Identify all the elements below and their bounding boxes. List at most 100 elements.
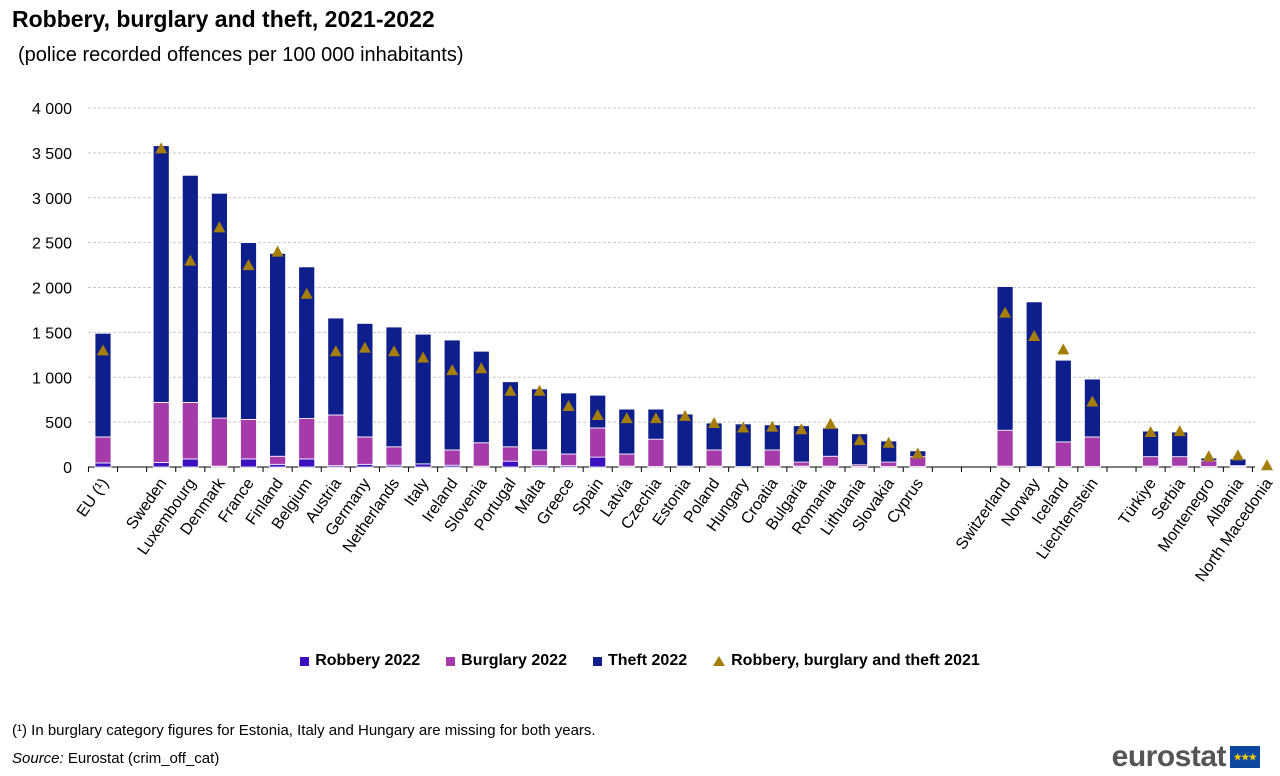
marker-2021 [388,345,400,357]
footnote: (¹) In burglary category figures for Est… [12,722,596,739]
legend-item-robbery: Robbery 2022 [300,652,420,670]
bar-theft-2022 [443,339,461,451]
bar-burglary-2022 [210,417,228,467]
marker-2021 [504,384,517,396]
marker-2021 [562,399,575,411]
bar-burglary-2022 [472,442,490,467]
bar-burglary-2022 [1171,456,1189,467]
y-tick-label: 2 500 [32,236,72,253]
bar-burglary-2022 [589,427,607,458]
bar-burglary-2022 [1054,441,1072,467]
triangle-marker-icon [713,656,726,666]
marker-2021 [911,447,924,459]
marker-2021 [1057,343,1070,355]
legend-swatch [446,656,456,666]
bar-burglary-2022 [298,418,316,460]
legend-swatch [300,656,310,666]
marker-2021 [999,306,1012,318]
marker-2021 [271,245,284,257]
marker-2021 [1086,395,1099,407]
marker-2021 [1202,450,1215,462]
marker-2021 [1028,329,1041,341]
bar-robbery-2022 [240,458,257,468]
bar-robbery-2022 [269,463,287,468]
bar-robbery-2022 [414,463,432,468]
marker-2021 [300,287,313,299]
marker-2021 [679,409,691,421]
legend-label: Robbery 2022 [315,652,421,669]
legend-swatch [592,656,602,666]
marker-2021 [620,412,633,424]
bar-robbery-2022 [181,458,199,468]
bar-theft-2022 [181,174,199,403]
bar-burglary-2022 [1200,460,1218,467]
bar-theft-2022 [414,333,432,465]
marker-2021 [1231,449,1244,461]
marker-2021 [358,341,371,353]
marker-2021 [533,384,546,396]
legend-label: Robbery, burglary and theft 2021 [731,652,980,669]
y-tick-label: 500 [45,415,72,432]
bar-theft-2022 [472,350,490,444]
bar-theft-2022 [210,192,228,419]
marker-2021 [882,436,895,448]
marker-2021 [853,434,866,446]
bar-burglary-2022 [647,438,665,467]
bar-burglary-2022 [152,401,170,463]
bar-burglary-2022 [705,449,723,467]
bar-burglary-2022 [560,453,577,467]
bar-theft-2022 [1054,359,1072,443]
bar-theft-2022 [94,332,112,438]
marker-2021 [737,421,750,433]
source-note: Source: Eurostat (crim_off_cat) [12,750,219,767]
bar-robbery-2022 [298,458,316,468]
bar-theft-2022 [531,388,548,451]
eurostat-logo: eurostat ★★★ [1112,740,1260,774]
bar-theft-2022 [152,145,170,403]
bar-burglary-2022 [996,429,1014,467]
bar-theft-2022 [269,252,287,457]
bar-burglary-2022 [181,401,199,460]
bar-theft-2022 [996,286,1014,431]
marker-2021 [213,221,226,233]
marker-2021 [766,420,779,432]
y-tick-label: 2 000 [32,281,72,298]
marker-2021 [1261,459,1273,471]
marker-2021 [1144,425,1157,437]
marker-2021 [417,351,430,363]
bar-burglary-2022 [618,453,636,467]
bar-theft-2022 [298,266,316,419]
bar-burglary-2022 [443,449,461,466]
bar-burglary-2022 [793,461,810,467]
y-tick-label: 4 000 [32,101,72,118]
marker-2021 [329,345,342,357]
bar-theft-2022 [822,427,839,457]
bar-burglary-2022 [94,436,112,464]
bar-burglary-2022 [501,446,519,462]
bar-theft-2022 [327,317,345,416]
marker-2021 [97,344,109,356]
marker-2021 [155,142,168,154]
bar-robbery-2022 [589,456,607,468]
marker-2021 [475,362,488,374]
bar-burglary-2022 [1084,436,1101,467]
marker-2021 [649,412,662,424]
marker-2021 [184,254,197,266]
marker-2021 [1173,425,1186,437]
legend: Robbery 2022 Burglary 2022 Theft 2022 Ro… [0,652,1280,670]
marker-2021 [795,423,808,435]
bar-burglary-2022 [1142,456,1159,467]
y-tick-label: 3 500 [32,146,72,163]
marker-2021 [824,417,837,429]
legend-item-burglary: Burglary 2022 [446,652,567,670]
bar-burglary-2022 [240,419,257,460]
legend-label: Theft 2022 [607,652,688,669]
bar-burglary-2022 [763,449,781,467]
marker-2021 [708,417,721,429]
bar-burglary-2022 [822,455,839,467]
legend-label: Burglary 2022 [461,652,567,669]
chart-title: Robbery, burglary and theft, 2021-2022 [12,6,435,32]
chart-subtitle: (police recorded offences per 100 000 in… [18,44,464,66]
